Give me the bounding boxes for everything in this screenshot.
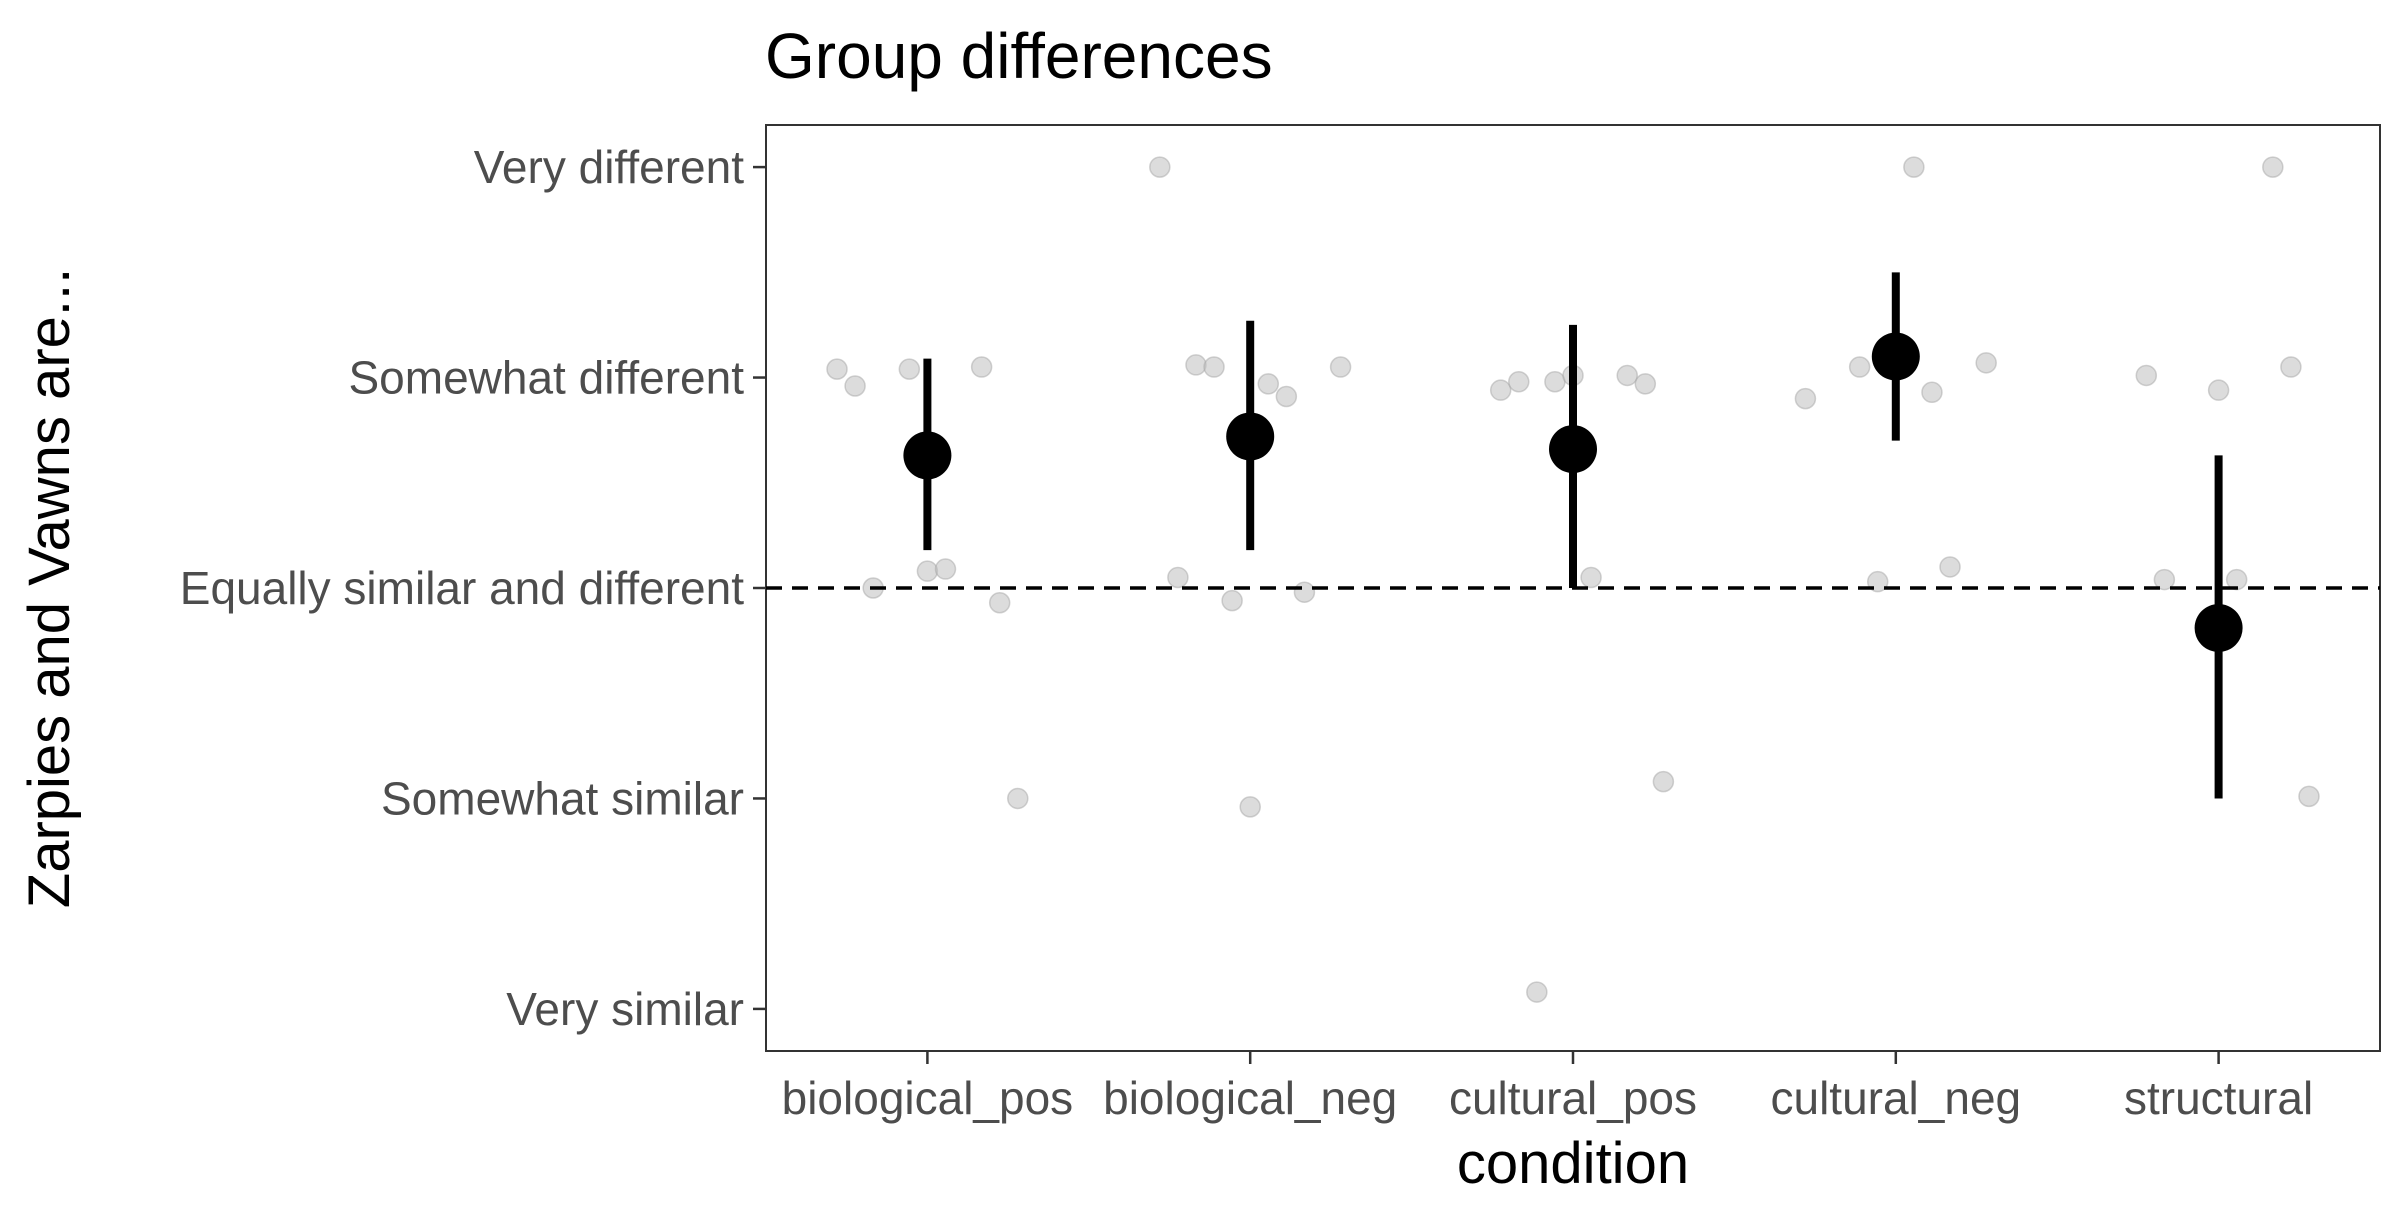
y-tick-label: Somewhat similar: [381, 772, 744, 824]
raw-point: [1580, 566, 1602, 589]
mean-point: [903, 431, 952, 480]
raw-point: [1185, 354, 1207, 376]
x-tick-label: cultural_pos: [1449, 1072, 1697, 1124]
raw-point: [1203, 356, 1225, 378]
raw-point: [2280, 356, 2302, 378]
raw-point: [1329, 356, 1352, 378]
mean-point: [1871, 332, 1920, 381]
raw-point: [1848, 356, 1871, 378]
x-tick-label: biological_neg: [1103, 1072, 1397, 1124]
raw-point: [2298, 785, 2320, 808]
mean-point: [1226, 412, 1275, 461]
raw-point: [898, 358, 921, 380]
mean-point: [1549, 425, 1597, 474]
y-tick-label: Equally similar and different: [180, 562, 744, 614]
raw-point: [2153, 568, 2176, 591]
y-axis: Very similar Somewhat similar Equally simi…: [180, 141, 766, 1035]
x-tick-label: biological_pos: [782, 1072, 1074, 1124]
raw-point: [1616, 364, 1638, 387]
raw-point: [1921, 381, 1943, 404]
raw-point: [1939, 556, 1961, 578]
raw-point: [1489, 379, 1512, 401]
raw-point: [916, 560, 939, 582]
raw-point: [1634, 373, 1657, 395]
raw-point: [1526, 981, 1548, 1003]
raw-point: [1275, 385, 1298, 408]
raw-point: [1257, 373, 1280, 395]
raw-point: [1239, 796, 1261, 818]
y-tick-label: Very similar: [506, 983, 744, 1035]
y-tick-label: Very different: [474, 141, 744, 193]
raw-point: [1903, 156, 1925, 178]
raw-point: [826, 358, 848, 380]
x-axis-title: condition: [1457, 1131, 1689, 1196]
y-axis-title: Zarpies and Vawns are...: [17, 268, 82, 908]
raw-point: [1167, 566, 1189, 589]
raw-point: [1652, 770, 1675, 793]
raw-point: [934, 558, 957, 580]
raw-point: [970, 356, 993, 378]
raw-point: [988, 591, 1011, 614]
y-tick-label: Somewhat different: [349, 352, 745, 404]
raw-point: [1221, 589, 1243, 612]
x-tick-label: structural: [2124, 1072, 2313, 1124]
x-tick-label: cultural_neg: [1770, 1072, 2021, 1124]
raw-point: [2262, 156, 2284, 178]
raw-point: [844, 375, 866, 397]
x-axis: biological_pos biological_neg cultural_pos…: [782, 1051, 2313, 1124]
chart-title: Group differences: [765, 20, 1273, 92]
summary-points: [903, 272, 2243, 799]
raw-point: [2207, 379, 2230, 401]
raw-point: [1975, 352, 1997, 374]
raw-point: [2135, 364, 2158, 387]
raw-point: [1544, 371, 1566, 393]
raw-point: [1508, 371, 1530, 393]
mean-point: [2194, 603, 2243, 652]
raw-point: [1794, 387, 1817, 410]
raw-points: [826, 156, 2320, 1003]
raw-point: [1293, 581, 1316, 603]
raw-point: [1007, 787, 1029, 810]
raw-point: [1149, 156, 1171, 178]
